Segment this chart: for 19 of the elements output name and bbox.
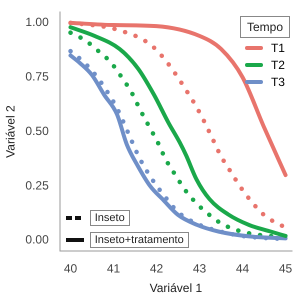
x-axis-title: Variável 1 — [150, 281, 202, 296]
annotation: Inseto+tratamento — [90, 232, 189, 248]
legend-label: T1 — [270, 41, 285, 55]
y-tick-label: 0.75 — [25, 70, 50, 84]
legend-title: Tempo — [240, 16, 290, 38]
x-tick-label: 41 — [106, 262, 121, 276]
legend-label: T3 — [270, 75, 285, 89]
x-tick-label: 40 — [64, 262, 78, 276]
x-tick-label: 44 — [236, 262, 250, 276]
x-tick-label: 45 — [278, 262, 293, 276]
legend-label: T2 — [270, 58, 285, 72]
annotation: Inseto — [90, 210, 130, 226]
y-tick-label: 1.00 — [25, 15, 50, 30]
x-tick-label: 42 — [150, 262, 164, 276]
y-tick-label: 0.00 — [25, 232, 50, 247]
x-tick-label: 43 — [192, 262, 207, 276]
y-axis-title: Variável 2 — [4, 105, 18, 158]
y-tick-label: 0.25 — [25, 178, 50, 192]
y-tick-label: 0.50 — [25, 124, 50, 138]
